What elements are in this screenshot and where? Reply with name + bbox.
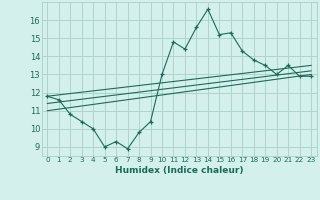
X-axis label: Humidex (Indice chaleur): Humidex (Indice chaleur) [115, 166, 244, 175]
